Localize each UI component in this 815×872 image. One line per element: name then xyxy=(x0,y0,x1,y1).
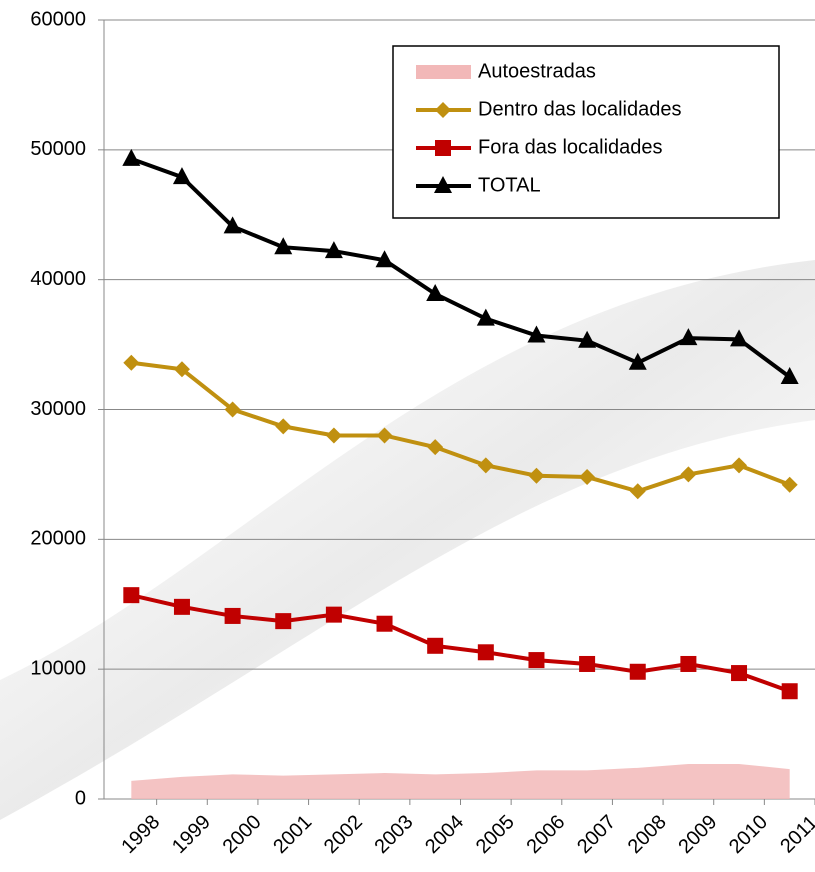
marker xyxy=(731,457,748,474)
marker xyxy=(579,655,596,672)
legend-swatch xyxy=(416,65,471,79)
marker xyxy=(679,328,698,346)
line xyxy=(130,157,791,379)
marker xyxy=(528,467,545,484)
marker xyxy=(628,352,647,370)
marker xyxy=(375,250,394,268)
legend-label: Autoestradas xyxy=(478,60,596,82)
x-tick-label: 1999 xyxy=(168,811,215,858)
marker xyxy=(427,439,444,456)
y-tick-label: 20000 xyxy=(30,528,86,550)
marker xyxy=(123,354,140,371)
x-tick-label: 2010 xyxy=(725,811,772,858)
marker xyxy=(629,663,646,680)
area xyxy=(131,763,790,799)
marker xyxy=(578,330,597,348)
marker xyxy=(122,148,141,166)
marker xyxy=(434,176,452,193)
marker xyxy=(376,427,393,444)
x-tick-label: 2000 xyxy=(219,811,266,858)
marker xyxy=(527,325,546,343)
marker xyxy=(173,361,190,378)
marker xyxy=(680,466,697,483)
marker xyxy=(172,167,191,185)
marker xyxy=(426,283,445,301)
y-tick-label: 40000 xyxy=(30,268,86,290)
marker xyxy=(780,367,799,385)
marker xyxy=(275,613,292,630)
marker xyxy=(781,476,798,493)
marker xyxy=(275,418,292,435)
marker xyxy=(477,644,494,661)
marker xyxy=(730,329,749,347)
x-tick-label: 1998 xyxy=(117,811,164,858)
legend-label: Fora das localidades xyxy=(478,136,663,158)
x-tick-label: 2009 xyxy=(674,811,721,858)
marker xyxy=(173,598,190,615)
y-tick-label: 50000 xyxy=(30,138,86,160)
x-tick-label: 2011 xyxy=(776,812,815,858)
marker xyxy=(224,401,241,418)
marker xyxy=(579,469,596,486)
x-tick-label: 2002 xyxy=(320,811,367,858)
y-tick-label: 0 xyxy=(75,787,86,809)
x-tick-label: 2006 xyxy=(522,811,569,858)
marker xyxy=(274,237,293,255)
marker xyxy=(123,587,140,604)
marker xyxy=(629,483,646,500)
line xyxy=(131,360,791,494)
marker xyxy=(223,216,242,234)
marker xyxy=(325,427,342,444)
marker xyxy=(731,665,748,682)
y-tick-label: 10000 xyxy=(30,657,86,679)
marker xyxy=(376,615,393,632)
legend-label: TOTAL xyxy=(478,174,541,196)
y-tick-label: 30000 xyxy=(30,398,86,420)
marker xyxy=(224,607,241,624)
marker xyxy=(680,655,697,672)
x-tick-label: 2008 xyxy=(624,811,671,858)
x-tick-label: 2007 xyxy=(573,811,620,858)
background-swirl xyxy=(0,260,815,820)
x-tick-label: 2004 xyxy=(421,811,468,858)
legend: Autoestradas Dentro das localidades Fora d… xyxy=(392,45,780,219)
marker xyxy=(435,140,451,156)
marker xyxy=(476,308,495,326)
legend-label: Dentro das localidades xyxy=(478,98,681,120)
marker xyxy=(427,637,444,654)
marker xyxy=(477,457,494,474)
marker xyxy=(435,102,451,118)
x-tick-label: 2001 xyxy=(269,811,316,858)
y-tick-label: 60000 xyxy=(30,8,86,30)
marker xyxy=(528,652,545,669)
marker xyxy=(324,241,343,259)
x-tick-label: 2005 xyxy=(472,811,519,858)
marker xyxy=(781,683,798,700)
line xyxy=(130,593,791,694)
marker xyxy=(325,606,342,623)
x-tick-label: 2003 xyxy=(371,811,418,858)
